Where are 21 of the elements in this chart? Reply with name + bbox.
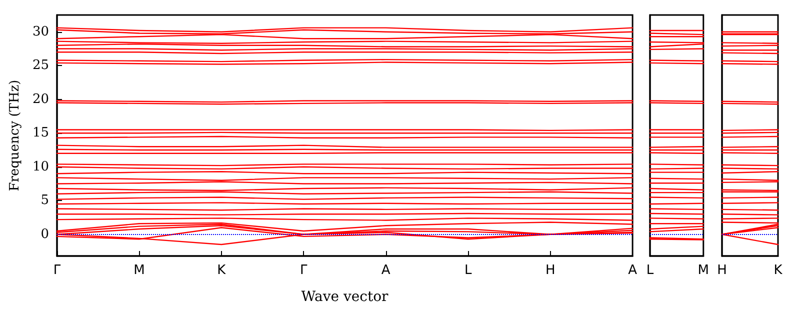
x-tick-label: M [134,263,145,278]
x-axis-title: Wave vector [301,289,389,305]
x-tick-label: L [464,263,472,278]
x-tick-label: L [646,263,654,278]
y-tick-label: 0 [40,226,49,242]
x-tick-label: Γ [53,263,62,278]
x-tick-label: K [774,263,783,278]
y-tick-label: 5 [40,193,49,208]
x-tick-label: Γ [300,263,308,278]
y-tick-label: 20 [32,92,49,107]
y-tick-label: 15 [32,126,49,141]
y-tick-label: 25 [32,58,49,74]
x-tick-label: M [698,263,709,278]
y-tick-label: 10 [32,159,49,174]
x-tick-label: K [217,263,226,278]
x-tick-label: A [628,263,638,278]
x-tick-label: H [545,263,556,278]
y-axis-title: Frequency (THz) [8,80,23,192]
x-tick-label: H [717,263,727,278]
x-tick-label: A [381,263,390,278]
y-tick-label: 30 [32,24,49,40]
